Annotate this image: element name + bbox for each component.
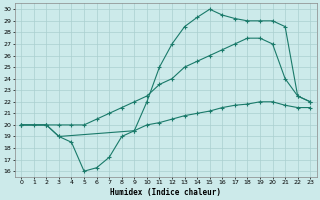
X-axis label: Humidex (Indice chaleur): Humidex (Indice chaleur) xyxy=(110,188,221,197)
